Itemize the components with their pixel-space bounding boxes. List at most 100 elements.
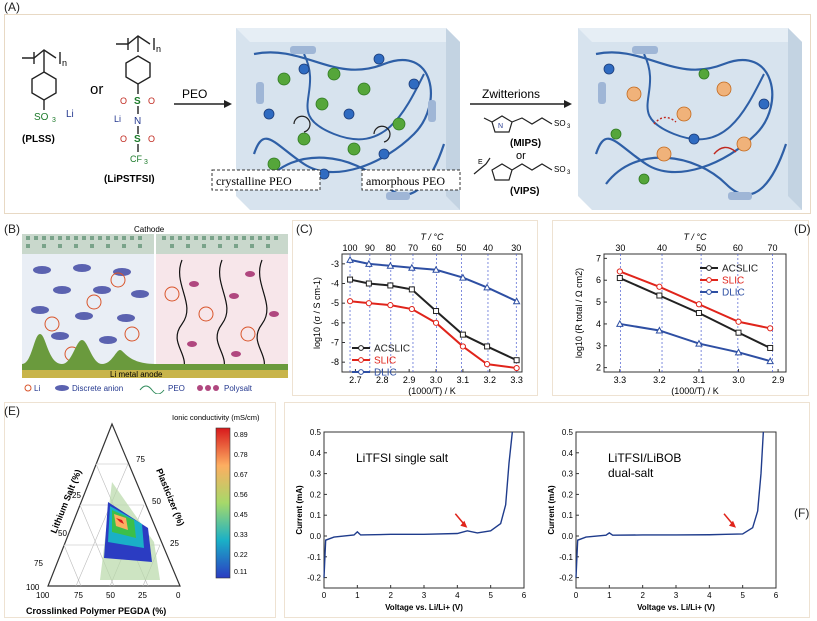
tick-bottom-4: 0 xyxy=(176,591,181,600)
y-tick-label: 0.1 xyxy=(562,511,574,520)
y-axis-label: log10 (R total / Ω cm2) xyxy=(574,268,584,358)
data-point-DLIC xyxy=(386,261,395,269)
plss-group-sub: 3 xyxy=(52,117,56,124)
svg-text:S: S xyxy=(134,96,141,107)
or-text-2: or xyxy=(516,150,526,162)
y-tick-label: 0.2 xyxy=(562,490,574,499)
data-point-SLIC xyxy=(408,305,415,313)
top-tick-label: 90 xyxy=(365,243,375,253)
plot-title-line: dual-salt xyxy=(608,466,654,480)
top-axis-label: T / °C xyxy=(683,232,707,242)
colorbar-title: Ionic conductivity (mS/cm) xyxy=(172,413,260,422)
svg-text:3: 3 xyxy=(567,124,571,130)
data-point-DLIC xyxy=(483,283,491,291)
top-tick-label: 100 xyxy=(343,243,358,253)
chart-f-right: 0 1 2 3 4 5 6 0.5 0.4 0.3 0.2 0.1 0.0 -0.1 -0.2 Voltage… xyxy=(547,428,779,612)
x-tick-label: 2.9 xyxy=(403,375,416,385)
legend-label-DLIC: DLIC xyxy=(722,288,745,299)
y-tick-label: 0.4 xyxy=(562,449,574,458)
x-tick-label: 3.1 xyxy=(693,375,706,385)
data-point-SLIC xyxy=(735,318,742,325)
peo-arrow-label: PEO xyxy=(182,87,207,101)
svg-text:3: 3 xyxy=(144,159,148,166)
y-tick-label: -3 xyxy=(331,259,339,269)
mips-label: (MIPS) xyxy=(510,138,541,149)
svg-text:3: 3 xyxy=(567,170,571,176)
plss-n: n xyxy=(62,58,67,68)
x-tick-label: 2 xyxy=(640,591,645,600)
panel-e-label: (E) xyxy=(4,404,20,418)
data-point-SLIC xyxy=(387,302,394,309)
y-tick-label: 2 xyxy=(596,363,601,373)
data-point-DLIC xyxy=(695,339,703,347)
chart-d: 3.3 3.2 3.1 3.0 2.9 30 40 50 60 70 T / °C 7 6 5 4 3 2 (10… xyxy=(574,232,787,396)
panel-b-graphic: Cathode L xyxy=(22,225,288,394)
legend-polysalt-icon xyxy=(197,385,219,391)
tick-left-1: 50 xyxy=(58,529,67,538)
y-tick-label: 0.0 xyxy=(562,532,574,541)
data-point-ACSLIC xyxy=(387,282,394,289)
colorbar-tick-0: 0.89 xyxy=(234,432,248,439)
colorbar-tick-2: 0.67 xyxy=(234,472,248,479)
svg-text:n: n xyxy=(156,44,161,54)
svg-text:E: E xyxy=(478,159,483,166)
colorbar-tick-7: 0.11 xyxy=(234,569,247,576)
panel-d-label: (D) xyxy=(794,222,811,236)
y-tick-label: 0.5 xyxy=(310,428,322,437)
mips-structure xyxy=(483,115,553,133)
y-tick-label: 0.0 xyxy=(310,532,322,541)
panel-c-label: (C) xyxy=(296,222,313,236)
svg-text:O: O xyxy=(120,96,127,106)
data-point-SLIC xyxy=(483,361,491,368)
top-axis-label: T / °C xyxy=(420,232,444,242)
plot-title-line: LiTFSI/LiBOB xyxy=(608,451,681,465)
anode-label: Li metal anode xyxy=(110,370,163,379)
svg-text:SO: SO xyxy=(554,119,566,128)
top-tick-label: 70 xyxy=(767,243,777,253)
y-tick-label: 0.3 xyxy=(562,470,574,479)
vips-structure xyxy=(473,157,553,181)
y-tick-label: 0.3 xyxy=(310,470,322,479)
plot-frame xyxy=(603,253,787,373)
x-tick-label: 6 xyxy=(774,591,779,600)
x-tick-label: 5 xyxy=(740,591,745,600)
legend-anion-label: Discrete anion xyxy=(72,384,123,393)
x-tick-label: 1 xyxy=(607,591,612,600)
svg-text:O: O xyxy=(148,134,155,144)
legend-label-ACSLIC: ACSLIC xyxy=(722,264,758,275)
amorphous-peo-label: amorphous PEO xyxy=(366,174,445,188)
y-tick-label: -6 xyxy=(331,318,339,328)
legend-marker-DLIC xyxy=(706,289,712,295)
colorbar-tick-5: 0.33 xyxy=(234,532,248,539)
y-tick-label: 0.4 xyxy=(310,449,322,458)
x-axis-label: Voltage vs. Li/Li+ (V) xyxy=(385,603,463,612)
legend-label-ACSLIC: ACSLIC xyxy=(374,344,410,355)
y-tick-label: 7 xyxy=(596,253,601,263)
plot-frame xyxy=(575,431,777,589)
y-tick-label: -8 xyxy=(331,357,339,367)
top-tick-label: 60 xyxy=(431,243,441,253)
top-tick-label: 50 xyxy=(696,243,706,253)
legend-li-label: Li xyxy=(34,384,40,393)
tick-right-0: 75 xyxy=(136,455,145,464)
data-point-DLIC xyxy=(459,273,467,281)
crystalline-peo-box xyxy=(211,169,321,191)
plss-group: SO xyxy=(34,112,49,123)
top-tick-label: 80 xyxy=(386,243,396,253)
data-point-DLIC xyxy=(346,255,354,263)
data-point-ACSLIC xyxy=(365,280,372,287)
data-point-ACSLIC xyxy=(656,292,663,299)
legend-marker-ACSLIC xyxy=(358,345,364,351)
panel-a-graphic: n SO 3 Li (PLSS) or n S O O Li N S O O C… xyxy=(22,28,802,210)
tick-left-0: 25 xyxy=(72,491,81,500)
data-point-ACSLIC xyxy=(484,343,491,350)
data-point-SLIC xyxy=(432,319,440,326)
svg-text:S: S xyxy=(134,134,141,145)
chart-c: 2.7 2.8 2.9 3.0 3.1 3.2 3.3 100 90 80 70 60 50 40 30 T … xyxy=(312,232,523,396)
data-point-SLIC xyxy=(346,298,354,305)
x-axis-label: (1000/T) / K xyxy=(671,386,719,396)
y-tick-label: 4 xyxy=(596,319,601,329)
top-tick-label: 70 xyxy=(408,243,418,253)
plss-label: (PLSS) xyxy=(22,134,55,145)
x-axis-label: Voltage vs. Li/Li+ (V) xyxy=(637,603,715,612)
